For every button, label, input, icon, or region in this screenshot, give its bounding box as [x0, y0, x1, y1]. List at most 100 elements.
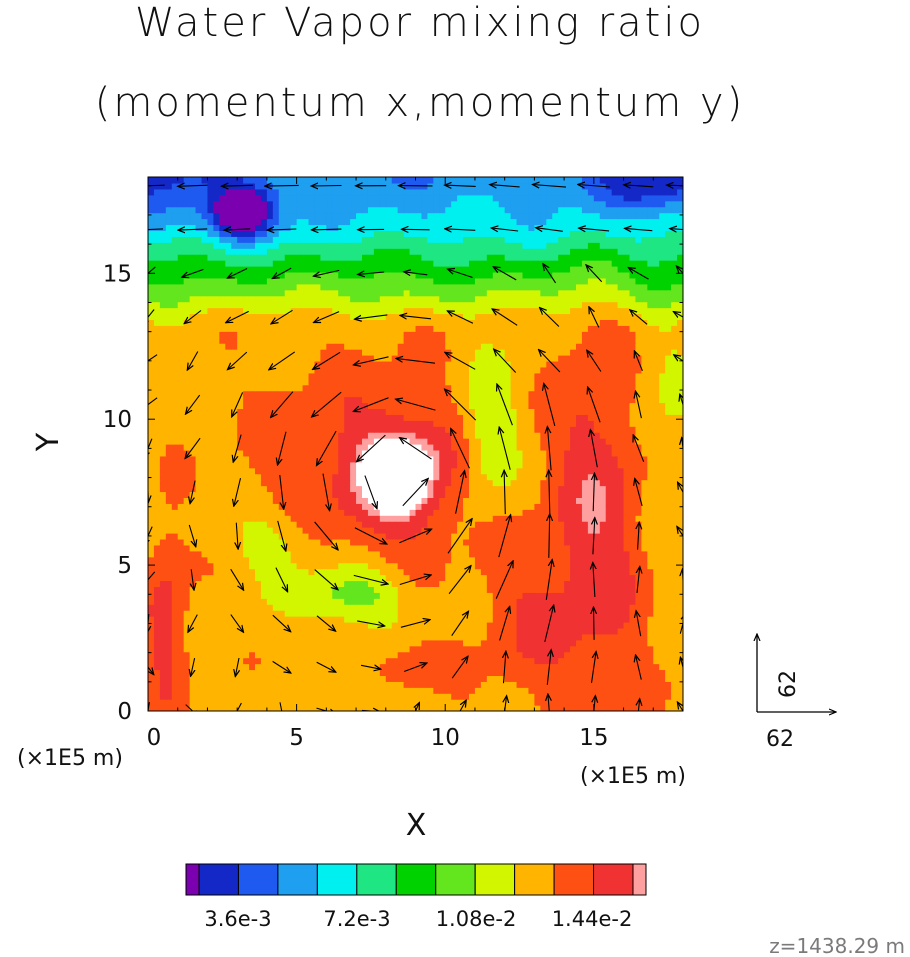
contour-cell — [534, 455, 541, 463]
contour-cell — [647, 580, 654, 587]
contour-cell — [314, 479, 321, 487]
contour-cell — [165, 432, 173, 439]
contour-cell — [510, 396, 518, 404]
contour-cell — [427, 622, 434, 629]
contour-cell — [486, 627, 494, 635]
contour-cell — [397, 449, 405, 457]
contour-cell — [581, 568, 589, 576]
contour-cell — [332, 455, 339, 463]
contour-cell — [153, 479, 161, 487]
contour-cell — [201, 699, 209, 706]
contour-cell — [225, 497, 232, 504]
contour-cell — [570, 657, 577, 665]
contour-cell — [320, 479, 327, 487]
contour-cell — [302, 586, 310, 593]
contour-cell — [195, 693, 203, 700]
contour-cell — [617, 515, 625, 522]
contour-cell — [486, 402, 494, 409]
contour-cell — [581, 479, 589, 487]
contour-cell — [451, 527, 458, 534]
contour-cell — [302, 521, 310, 528]
contour-cell — [385, 485, 393, 493]
contour-cell — [231, 693, 238, 700]
contour-cell — [486, 390, 494, 398]
contour-cell — [379, 610, 387, 617]
contour-cell — [659, 592, 666, 599]
contour-cell — [207, 509, 214, 516]
contour-cell — [522, 521, 530, 528]
contour-cell — [421, 503, 428, 510]
contour-cell — [576, 687, 583, 694]
contour-cell — [671, 461, 678, 469]
contour-cell — [671, 616, 678, 623]
contour-cell — [659, 432, 666, 439]
contour-cell — [403, 633, 411, 641]
contour-cell — [641, 627, 648, 635]
contour-cell — [510, 420, 518, 427]
contour-cell — [480, 521, 488, 528]
contour-cell — [570, 485, 577, 493]
contour-cell — [647, 497, 654, 504]
contour-cell — [415, 408, 423, 415]
contour-cell — [653, 663, 660, 671]
contour-cell — [153, 533, 161, 540]
contour-cell — [671, 687, 678, 694]
contour-cell — [290, 420, 298, 427]
contour-cell — [409, 378, 417, 386]
contour-cell — [249, 455, 256, 463]
contour-cell — [255, 378, 262, 386]
contour-cell — [219, 604, 226, 611]
contour-cell — [356, 390, 363, 398]
contour-cell — [534, 396, 541, 404]
contour-cell — [290, 408, 298, 415]
contour-cell — [492, 467, 500, 475]
contour-cell — [403, 461, 411, 469]
contour-cell — [266, 681, 274, 688]
contour-cell — [213, 461, 220, 469]
contour-cell — [540, 402, 547, 409]
contour-cell — [201, 687, 209, 694]
contour-cell — [308, 390, 316, 398]
contour-cell — [367, 556, 375, 564]
contour-cell — [195, 438, 203, 445]
contour-cell — [469, 503, 476, 510]
contour-cell — [290, 402, 298, 409]
contour-cell — [243, 574, 250, 582]
contour-cell — [457, 562, 464, 570]
contour-cell — [492, 639, 500, 647]
contour-cell — [623, 414, 631, 421]
contour-cell — [522, 616, 530, 623]
contour-cell — [409, 479, 417, 487]
contour-cell — [516, 598, 524, 605]
contour-cell — [653, 610, 660, 617]
contour-cell — [528, 503, 535, 510]
contour-cell — [320, 556, 327, 564]
contour-cell — [659, 598, 666, 605]
contour-cell — [201, 438, 209, 445]
contour-cell — [326, 657, 333, 665]
contour-cell — [302, 438, 310, 445]
contour-cell — [570, 515, 577, 522]
contour-cell — [338, 544, 345, 552]
contour-cell — [451, 622, 458, 629]
contour-cell — [332, 681, 339, 688]
contour-cell — [356, 663, 363, 671]
contour-cell — [171, 604, 179, 611]
contour-cell — [498, 414, 506, 421]
contour-cell — [243, 402, 250, 409]
contour-cell — [284, 449, 292, 457]
contour-cell — [498, 639, 506, 647]
contour-cell — [463, 663, 470, 671]
contour-cell — [492, 693, 500, 700]
contour-cell — [148, 467, 155, 475]
contour-cell — [249, 598, 256, 605]
contour-cell — [219, 420, 226, 427]
contour-cell — [433, 675, 440, 682]
contour-cell — [581, 705, 589, 711]
contour-cell — [647, 426, 654, 433]
contour-cell — [647, 420, 654, 427]
contour-cell — [599, 681, 607, 688]
contour-cell — [665, 467, 672, 475]
contour-cell — [427, 473, 434, 481]
contour-cell — [587, 509, 595, 516]
